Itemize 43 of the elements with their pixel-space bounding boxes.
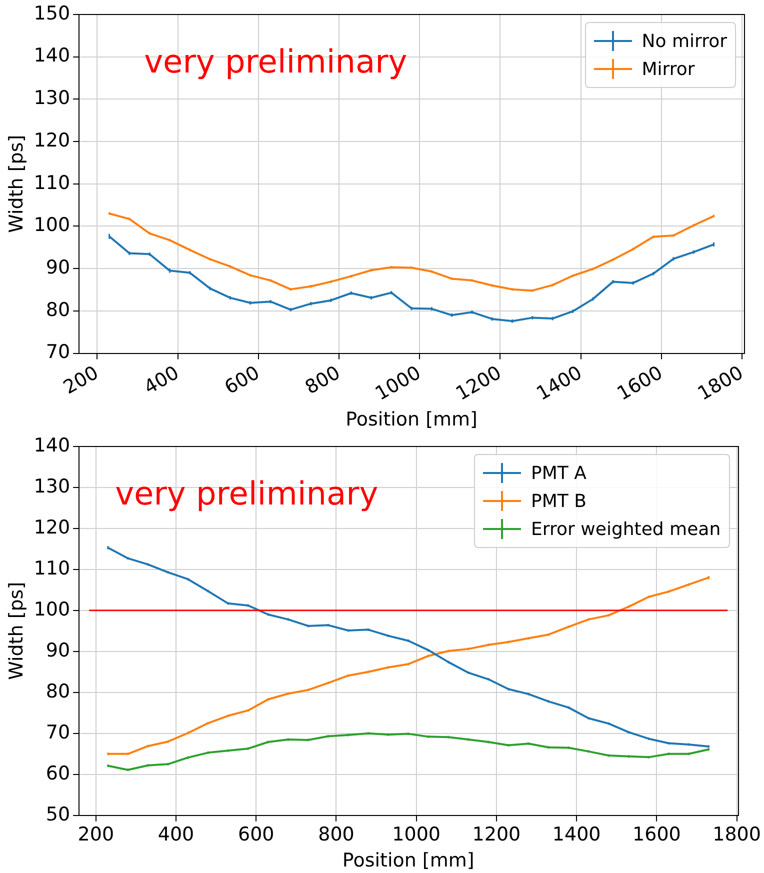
y-tick-label: 120	[34, 516, 70, 538]
annotation: very preliminary	[115, 474, 378, 513]
y-tick-label: 90	[46, 256, 70, 278]
x-tick-label: 600	[238, 824, 274, 846]
x-tick-label: 600	[220, 362, 264, 399]
y-tick-label: 100	[34, 214, 70, 236]
x-tick-label: 1000	[392, 824, 441, 846]
y-tick-label: 150	[34, 2, 70, 24]
x-tick-label: 800	[302, 362, 344, 399]
legend-label: PMT A	[531, 462, 586, 484]
y-tick-label: 80	[46, 298, 70, 321]
x-tick-label: 400	[158, 824, 194, 846]
x-tick-label: 1600	[632, 824, 681, 846]
y-tick-label: 60	[46, 762, 70, 784]
y-axis-title: Width [ps]	[5, 582, 28, 680]
y-tick-label: 130	[34, 475, 70, 498]
x-axis-title: Position [mm]	[346, 408, 478, 431]
y-tick-label: 140	[34, 434, 70, 456]
y-tick-label: 100	[34, 598, 70, 620]
y-tick-label: 50	[46, 803, 70, 826]
x-tick-label: 400	[140, 362, 183, 399]
y-tick-label: 110	[34, 557, 70, 580]
y-tick-label: 80	[46, 680, 70, 702]
legend-label: Error weighted mean	[531, 518, 721, 540]
x-axis-title: Position [mm]	[342, 850, 474, 872]
x-tick-label: 1200	[472, 824, 521, 846]
y-tick-label: 70	[46, 721, 70, 744]
x-tick-label: 800	[318, 824, 354, 846]
x-tick-label: 1800	[712, 824, 761, 846]
legend-label: PMT B	[531, 490, 586, 512]
x-tick-label: 1400	[552, 824, 601, 846]
legend-label: No mirror	[642, 30, 727, 52]
y-tick-label: 110	[34, 172, 70, 194]
y-tick-label: 140	[34, 44, 70, 67]
legend-label: Mirror	[642, 58, 695, 80]
y-axis-title: Width [ps]	[5, 134, 28, 233]
y-tick-label: 120	[34, 129, 70, 152]
x-tick-label: 200	[78, 824, 114, 846]
x-tick-label: 200	[60, 362, 102, 399]
y-tick-label: 90	[46, 639, 70, 662]
annotation: very preliminary	[144, 42, 408, 81]
y-tick-label: 70	[46, 341, 70, 364]
y-tick-label: 130	[34, 87, 70, 110]
